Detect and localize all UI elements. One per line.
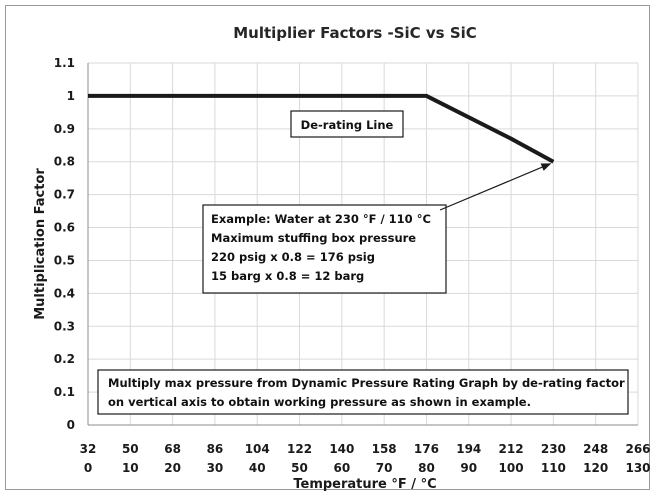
derating-label-box: De-rating Line bbox=[290, 110, 404, 138]
x-tick-label-f: 230 bbox=[541, 442, 566, 456]
x-tick-label-c: 20 bbox=[164, 461, 181, 475]
footer-note-frame bbox=[97, 369, 629, 415]
x-tick-label-f: 122 bbox=[287, 442, 312, 456]
y-axis-label: Multiplication Factor bbox=[33, 168, 48, 320]
example-line-1: Example: Water at 230 °F / 110 °C bbox=[211, 212, 431, 226]
x-tick-label-f: 194 bbox=[456, 442, 481, 456]
chart-title: Multiplier Factors -SiC vs SiC bbox=[233, 24, 477, 42]
series-layer bbox=[88, 93, 555, 164]
x-tick-label-c: 80 bbox=[418, 461, 435, 475]
x-tick-label-c: 60 bbox=[333, 461, 350, 475]
y-tick-label: 0.8 bbox=[54, 155, 75, 169]
x-tick-label-c: 130 bbox=[625, 461, 650, 475]
example-box: Example: Water at 230 °F / 110 °C Maximu… bbox=[202, 204, 447, 294]
y-tick-label: 0.1 bbox=[54, 385, 75, 399]
x-tick-label-c: 110 bbox=[541, 461, 566, 475]
x-tick-label-f: 68 bbox=[164, 442, 181, 456]
x-tick-label-c: 120 bbox=[583, 461, 608, 475]
x-tick-label-f: 266 bbox=[625, 442, 650, 456]
y-tick-label: 0 bbox=[67, 418, 75, 432]
x-tick-label-f: 140 bbox=[329, 442, 354, 456]
x-tick-label-f: 212 bbox=[499, 442, 524, 456]
y-tick-label: 0.3 bbox=[54, 319, 75, 333]
y-tick-label: 0.7 bbox=[54, 188, 75, 202]
y-tick-label: 1.1 bbox=[54, 56, 75, 70]
x-tick-label-f: 158 bbox=[372, 442, 397, 456]
tick-labels: 0 0.1 0.2 0.3 0.4 0.5 0.6 0.7 0.8 0.9 1 1.1 32 0 50 10 6… bbox=[54, 56, 651, 475]
example-line-2: Maximum stuffing box pressure bbox=[211, 231, 416, 245]
y-tick-label: 1 bbox=[67, 89, 75, 103]
x-tick-label-f: 32 bbox=[80, 442, 97, 456]
x-tick-label-c: 50 bbox=[291, 461, 308, 475]
example-box-frame bbox=[202, 204, 447, 294]
footer-line-2: on vertical axis to obtain working press… bbox=[108, 395, 531, 409]
x-tick-label-c: 40 bbox=[249, 461, 266, 475]
y-tick-label: 0.2 bbox=[54, 352, 75, 366]
x-tick-label-f: 104 bbox=[245, 442, 270, 456]
x-tick-label-f: 86 bbox=[207, 442, 224, 456]
y-tick-label: 0.6 bbox=[54, 221, 75, 235]
x-tick-label-c: 70 bbox=[376, 461, 393, 475]
example-arrow bbox=[439, 163, 552, 211]
x-tick-label-f: 50 bbox=[122, 442, 139, 456]
x-tick-label-c: 0 bbox=[84, 461, 92, 475]
y-tick-label: 0.5 bbox=[54, 253, 75, 267]
example-line-4: 15 barg x 0.8 = 12 barg bbox=[211, 269, 364, 283]
y-tick-label: 0.9 bbox=[54, 122, 75, 136]
example-line-3: 220 psig x 0.8 = 176 psig bbox=[211, 250, 375, 264]
x-tick-label-f: 176 bbox=[414, 442, 439, 456]
derating-label-frame bbox=[290, 110, 404, 138]
axes bbox=[87, 63, 638, 426]
derating-line bbox=[88, 93, 555, 164]
footer-line-1: Multiply max pressure from Dynamic Press… bbox=[108, 376, 625, 390]
x-tick-label-c: 10 bbox=[122, 461, 139, 475]
x-tick-label-c: 100 bbox=[499, 461, 524, 475]
x-tick-label-c: 90 bbox=[460, 461, 477, 475]
x-axis-label: Temperature °F / °C bbox=[293, 477, 436, 492]
footer-note-box: Multiply max pressure from Dynamic Press… bbox=[97, 369, 629, 415]
y-tick-label: 0.4 bbox=[54, 286, 75, 300]
x-tick-label-c: 30 bbox=[207, 461, 224, 475]
derating-label: De-rating Line bbox=[301, 118, 394, 132]
x-tick-label-f: 248 bbox=[583, 442, 608, 456]
